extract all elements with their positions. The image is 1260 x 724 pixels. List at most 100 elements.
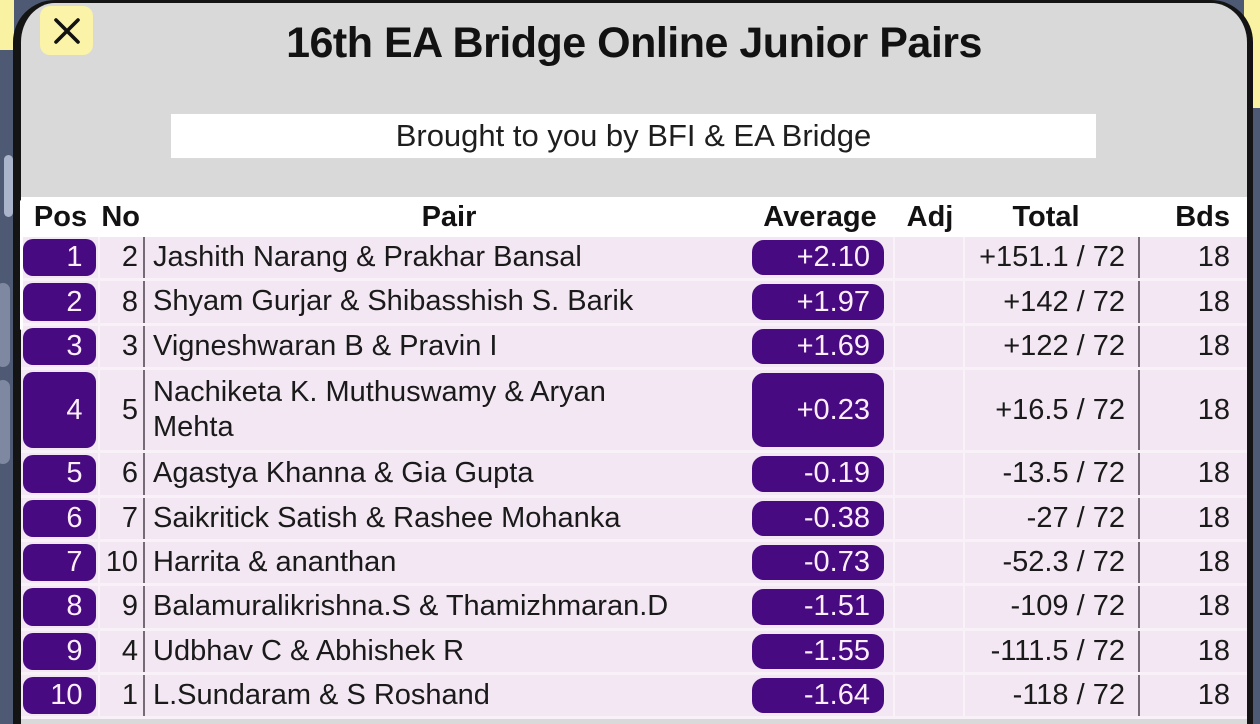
pair-names-cell: Balamuralikrishna.S & Thamizhmaran.D — [145, 586, 745, 627]
average-cell: -1.64 — [745, 675, 895, 717]
total-cell: -118 / 72 — [965, 675, 1140, 717]
pair-names: L.Sundaram & S Roshand — [153, 679, 490, 711]
pair-names: Vigneshwaran B & Pravin I — [153, 329, 498, 362]
adjustment-cell — [895, 370, 965, 451]
boards-cell: 18 — [1197, 501, 1230, 534]
pair-number-cell: 9 — [100, 586, 145, 628]
average-badge: +2.10 — [752, 240, 884, 276]
adjustment-cell — [895, 325, 965, 368]
adjustment-cell — [895, 675, 965, 717]
pair-number-cell: 5 — [100, 370, 145, 451]
average-badge: -1.55 — [752, 633, 884, 669]
table-row: 6 7 Saikritick Satish & Rashee Mohanka -… — [21, 497, 1247, 542]
pair-names: Jashith Narang & Prakhar Bansal — [153, 241, 582, 273]
average-cell: -0.38 — [745, 497, 895, 539]
column-header-total: Total — [1012, 200, 1080, 233]
pair-names-cell: L.Sundaram & S Roshand — [145, 675, 745, 716]
pos-cell: 7 — [21, 541, 100, 584]
adjustment-cell — [895, 281, 965, 323]
boards-cell: 18 — [1197, 285, 1230, 318]
pair-number-cell: 1 — [100, 675, 145, 717]
boards-cell: 18 — [1197, 590, 1230, 623]
average-badge: -1.64 — [752, 678, 884, 714]
column-header-no: No — [101, 200, 140, 233]
column-header-pair: Pair — [421, 200, 477, 233]
pair-names-cell: Saikritick Satish & Rashee Mohanka — [145, 498, 745, 539]
column-header-bds: Bds — [1175, 200, 1230, 233]
table-row: 10 1 L.Sundaram & S Roshand -1.64 -118 /… — [21, 675, 1247, 720]
table-row: 1 2 Jashith Narang & Prakhar Bansal +2.1… — [21, 237, 1247, 282]
dialog-scrollbar[interactable] — [20, 200, 23, 330]
pair-names-cell: Jashith Narang & Prakhar Bansal — [145, 237, 745, 278]
position-badge: 1 — [22, 239, 96, 277]
background-app-button — [0, 380, 10, 464]
boards-cell: 18 — [1197, 393, 1230, 426]
total-cell: +16.5 / 72 — [965, 370, 1140, 451]
average-badge: -1.51 — [752, 589, 884, 625]
pair-number-cell: 4 — [100, 630, 145, 672]
pair-names: Udbhav C & Abhishek R — [153, 634, 465, 667]
pair-names: Nachiketa K. Muthuswamy & Aryan Mehta — [153, 375, 606, 444]
pair-names-cell: Udbhav C & Abhishek R — [145, 631, 745, 672]
pos-cell: 3 — [21, 325, 100, 368]
adjustment-cell — [895, 586, 965, 628]
boards-cell: 18 — [1197, 241, 1230, 274]
table-row: 4 5 Nachiketa K. Muthuswamy & Aryan Meht… — [21, 370, 1247, 454]
boards-cell: 18 — [1197, 329, 1230, 362]
total-cell: -27 / 72 — [965, 497, 1140, 539]
pair-names: Shyam Gurjar & Shibasshish S. Barik — [153, 285, 634, 318]
boards-cell: 18 — [1197, 457, 1230, 490]
pos-cell: 8 — [21, 586, 100, 628]
background-yellow-strip-left — [0, 0, 14, 50]
table-row: 7 10 Harrita & ananthan -0.73 -52.3 / 72… — [21, 541, 1247, 587]
sponsor-text: Brought to you by BFI & EA Bridge — [395, 118, 872, 153]
adjustment-cell — [895, 453, 965, 495]
average-cell: +2.10 — [745, 237, 895, 279]
background-scroll-thumb — [4, 155, 13, 217]
pair-names-cell: Vigneshwaran B & Pravin I — [145, 326, 745, 367]
pair-names-cell: Harrita & ananthan — [145, 542, 745, 583]
pos-cell: 6 — [21, 497, 100, 539]
pos-cell: 5 — [21, 453, 100, 495]
average-cell: -1.55 — [745, 630, 895, 672]
table-row: 9 4 Udbhav C & Abhishek R -1.55 -111.5 /… — [21, 630, 1247, 675]
adjustment-cell — [895, 541, 965, 584]
average-cell: +1.69 — [745, 325, 895, 368]
pos-cell: 2 — [21, 281, 100, 323]
average-cell: +1.97 — [745, 281, 895, 323]
position-badge: 8 — [22, 588, 96, 626]
total-cell: -52.3 / 72 — [965, 541, 1140, 584]
column-header-average: Average — [763, 200, 877, 233]
average-badge: -0.73 — [752, 544, 884, 581]
average-badge: -0.38 — [752, 500, 884, 536]
position-badge: 5 — [22, 455, 96, 493]
pair-names-cell: Shyam Gurjar & Shibasshish S. Barik — [145, 281, 745, 322]
pair-number-cell: 8 — [100, 281, 145, 323]
pair-names-cell: Nachiketa K. Muthuswamy & Aryan Mehta — [145, 370, 745, 450]
average-badge: +0.23 — [752, 373, 884, 448]
pair-names: Harrita & ananthan — [153, 545, 397, 578]
pair-number-cell: 2 — [100, 237, 145, 279]
table-row: 8 9 Balamuralikrishna.S & Thamizhmaran.D… — [21, 586, 1247, 631]
pos-cell: 10 — [21, 675, 100, 717]
position-badge: 7 — [22, 543, 96, 582]
boards-cell: 18 — [1197, 679, 1230, 712]
pair-names: Saikritick Satish & Rashee Mohanka — [153, 501, 621, 534]
total-cell: -111.5 / 72 — [965, 630, 1140, 672]
close-button[interactable] — [40, 6, 93, 55]
average-badge: -0.19 — [752, 456, 884, 492]
position-badge: 9 — [22, 632, 96, 670]
background-app-button — [0, 283, 10, 367]
pos-cell: 4 — [21, 370, 100, 451]
pair-number-cell: 7 — [100, 497, 145, 539]
adjustment-cell — [895, 630, 965, 672]
average-cell: -0.73 — [745, 541, 895, 584]
pos-cell: 1 — [21, 237, 100, 279]
position-badge: 3 — [22, 327, 96, 366]
pair-number-cell: 3 — [100, 325, 145, 368]
average-cell: +0.23 — [745, 370, 895, 451]
column-header-pos: Pos — [33, 200, 88, 233]
total-cell: +122 / 72 — [965, 325, 1140, 368]
total-cell: -13.5 / 72 — [965, 453, 1140, 495]
